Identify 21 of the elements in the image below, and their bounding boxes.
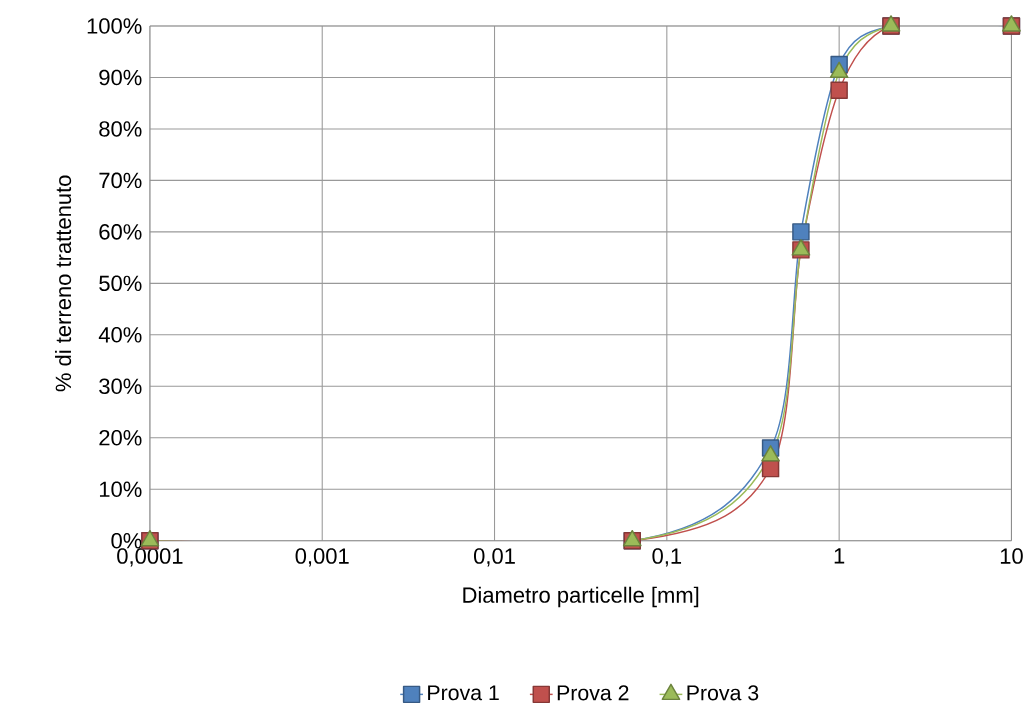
y-axis-title: % di terreno trattenuto — [55, 175, 72, 392]
y-tick-label: 90% — [99, 69, 142, 86]
x-tick-label: 0,0001 — [117, 548, 183, 567]
x-axis-title: Diametro particelle [mm] — [463, 586, 699, 608]
y-tick-label: 20% — [99, 430, 142, 446]
legend-label: Prova 1 — [428, 685, 499, 701]
y-tick-label: 80% — [99, 121, 142, 137]
legend-label: Prova 3 — [687, 685, 759, 701]
y-tick-label: 60% — [99, 224, 142, 240]
x-tick-label: 0,1 — [652, 548, 682, 567]
y-tick-label: 10% — [99, 481, 142, 498]
legend-label: Prova 2 — [557, 685, 629, 701]
y-tick-label: 30% — [99, 378, 142, 395]
x-tick-label: 0,001 — [295, 548, 349, 567]
x-tick-label: 1 — [834, 548, 845, 564]
y-tick-label: 70% — [99, 172, 142, 189]
y-tick-label: 40% — [98, 327, 142, 343]
y-tick-label: 100% — [87, 18, 142, 34]
x-tick-label: 10 — [1000, 548, 1023, 565]
x-tick-label: 0,01 — [473, 548, 515, 567]
y-tick-label: 50% — [99, 275, 142, 292]
